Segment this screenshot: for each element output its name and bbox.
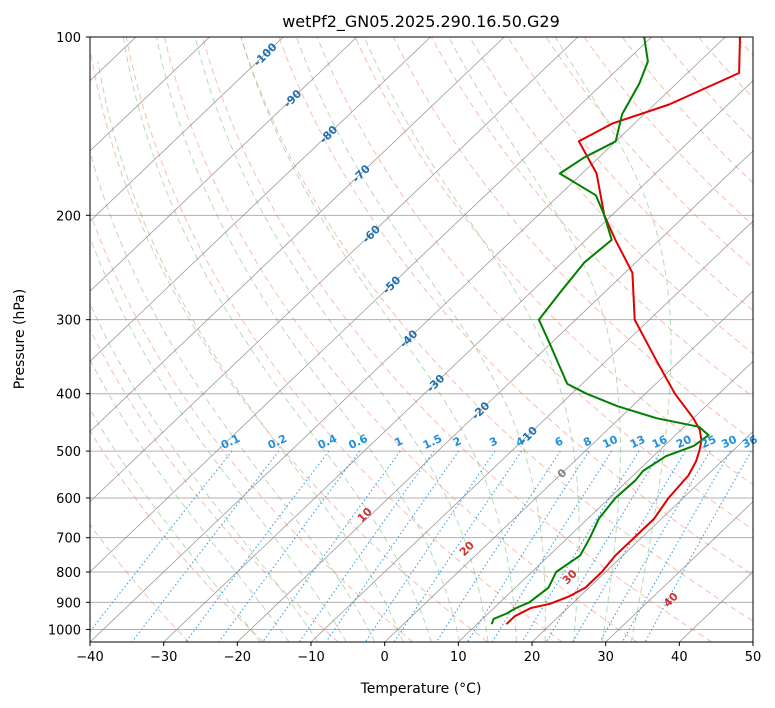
dry-adiabat (90, 328, 339, 642)
y-tick-label: 1000 (48, 623, 81, 638)
x-tick-label: −30 (150, 650, 177, 665)
mixing-ratio-line (621, 450, 732, 642)
plot-frame (89, 36, 754, 643)
mixing-ratio-line (90, 450, 233, 633)
moist-adiabat (448, 37, 621, 642)
dry-adiabat (125, 37, 563, 642)
moist-adiabat (90, 236, 347, 642)
mixing-ratio-label: 36 (740, 433, 760, 451)
mixing-ratio-label: 30 (719, 433, 739, 451)
dry-adiabat (163, 37, 638, 642)
dry-adiabat (278, 37, 753, 576)
dry-adiabat (202, 37, 712, 642)
x-tick-label: 10 (450, 650, 467, 665)
dry-adiabat (431, 37, 753, 398)
dewpoint-profile-line (490, 37, 710, 625)
y-axis-title: Pressure (hPa) (12, 289, 28, 389)
moist-adiabat (554, 37, 672, 642)
y-tick-label: 900 (56, 596, 81, 611)
y-tick-label: 400 (56, 388, 81, 403)
x-tick-label: −40 (76, 650, 103, 665)
isotherm (458, 360, 753, 642)
dry-adiabat (354, 37, 753, 486)
y-tick-label: 800 (56, 566, 81, 581)
mixing-ratio-label: 25 (699, 433, 718, 451)
mixing-ratio-line (218, 450, 361, 642)
x-tick-label: 50 (745, 650, 762, 665)
isotherm (90, 37, 358, 292)
mixing-ratio-label: 10 (601, 433, 621, 451)
y-tick-label: 700 (56, 532, 81, 547)
y-tick-label: 500 (56, 445, 81, 460)
profile-series (490, 37, 741, 625)
moist-adiabat (90, 358, 290, 642)
y-tick-label: 200 (56, 209, 81, 224)
isotherm (310, 220, 753, 642)
isotherm (605, 501, 753, 642)
isotherm (90, 37, 579, 503)
moist-adiabats (90, 37, 672, 642)
mixing-ratio-line (185, 450, 330, 642)
y-tick-label: 300 (56, 314, 81, 329)
mixing-ratio-line (545, 450, 662, 642)
y-tick-label: 100 (56, 31, 81, 46)
isotherm (531, 430, 753, 642)
moist-adiabat (122, 37, 432, 642)
x-tick-label: 40 (671, 650, 688, 665)
isotherm (90, 37, 284, 222)
moist-adiabat (97, 61, 404, 642)
moist-adiabat (240, 37, 517, 642)
mixing-ratio-line (325, 450, 460, 642)
x-axis-title: Temperature (°C) (360, 681, 482, 697)
dry-adiabat (507, 37, 753, 312)
dry-adiabat (90, 45, 488, 642)
isotherm (90, 37, 431, 362)
x-tick-label: 30 (597, 650, 614, 665)
pressure-gridlines (90, 36, 753, 630)
dry-adiabats (90, 37, 753, 642)
isotherms (90, 37, 753, 642)
mixing-ratio-label: 20 (674, 433, 694, 451)
isotherm (384, 290, 753, 642)
x-axis-ticks: −40 −30 −20 −10 0 10 20 30 40 50 (76, 642, 761, 665)
moist-adiabat (363, 37, 580, 642)
mixing-ratio-label: 13 (628, 433, 647, 451)
moist-adiabat (90, 150, 376, 642)
y-axis-ticks: 100 200 300 400 500 600 700 800 900 1000 (48, 31, 90, 638)
mixing-ratio-label: 16 (650, 433, 670, 451)
isotherm (237, 150, 753, 642)
dry-adiabat (240, 37, 753, 622)
chart-title: wetPf2_GN05.2025.290.16.50.G29 (282, 12, 560, 32)
mixing-ratio-line (364, 450, 496, 642)
moist-adiabat (90, 302, 319, 642)
isotherm (90, 37, 505, 433)
moist-adiabat (194, 37, 489, 642)
isotherm (90, 37, 210, 152)
x-tick-label: −10 (297, 650, 324, 665)
plot-area (90, 37, 753, 642)
x-tick-label: 0 (381, 650, 389, 665)
isotherm (90, 37, 726, 642)
moist-adiabat (155, 37, 461, 642)
y-tick-label: 600 (56, 492, 81, 507)
mixing-ratio-line (298, 450, 435, 642)
x-tick-label: 20 (524, 650, 541, 665)
isotherm (163, 80, 753, 642)
moist-adiabat (296, 37, 546, 642)
dry-adiabat (469, 37, 753, 355)
x-tick-label: −20 (224, 650, 251, 665)
isotherm (90, 37, 652, 573)
